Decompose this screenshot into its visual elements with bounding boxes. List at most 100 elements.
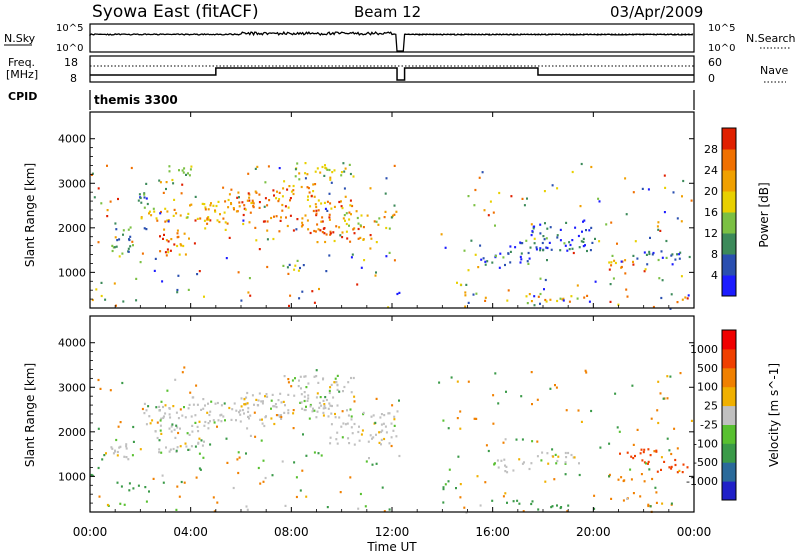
echo-cell [258, 392, 261, 395]
echo-cell [198, 270, 201, 273]
echo-cell [690, 199, 693, 202]
echo-cell [179, 214, 182, 217]
echo-cell [539, 249, 542, 252]
echo-cell [494, 372, 497, 375]
echo-cell [487, 214, 490, 217]
echo-cell [113, 246, 116, 249]
echo-cell [235, 409, 238, 412]
echo-cell [175, 449, 178, 452]
echo-cell [100, 202, 103, 205]
echo-cell [634, 240, 637, 243]
echo-cell [90, 173, 93, 176]
echo-cell [494, 255, 497, 258]
echo-cell [177, 431, 180, 435]
echo-cell [323, 403, 326, 406]
echo-cell [203, 219, 206, 222]
echo-cell [282, 264, 285, 267]
echo-cell [318, 406, 321, 409]
echo-cell [645, 462, 647, 465]
echo-cell [91, 172, 94, 175]
echo-cell [620, 260, 623, 263]
echo-cell [542, 235, 545, 238]
echo-cell [182, 171, 185, 174]
echo-cell [272, 405, 275, 408]
echo-cell [666, 375, 669, 378]
echo-cell [308, 191, 311, 194]
echo-cell [196, 425, 199, 428]
echo-cell [561, 298, 564, 301]
echo-cell [165, 187, 167, 191]
echo-cell [307, 397, 310, 400]
echo-cell [306, 219, 309, 222]
echo-cell [177, 417, 180, 420]
nave-tick-top: 60 [708, 56, 722, 69]
echo-cell [551, 505, 554, 508]
echo-cell [148, 415, 151, 418]
echo-cell [571, 247, 574, 250]
echo-cell [348, 218, 351, 221]
echo-cell [158, 405, 161, 408]
echo-cell [321, 231, 324, 234]
echo-cell [467, 195, 470, 198]
echo-cell [652, 251, 655, 255]
echo-cell [163, 228, 166, 231]
echo-cell [474, 253, 477, 256]
echo-cell [626, 497, 629, 500]
echo-cell [350, 376, 352, 380]
nsearch-label: N.Search [746, 32, 796, 45]
echo-cell [639, 452, 642, 455]
echo-cell [175, 411, 178, 414]
echo-cell [264, 181, 267, 184]
echo-cell [661, 256, 664, 259]
power-colorbar: 4 8 12 16 20 24 28 [704, 127, 737, 297]
echo-cell [348, 442, 351, 445]
echo-cell [444, 483, 447, 486]
echo-cell [581, 230, 583, 233]
echo-cell [170, 425, 173, 428]
echo-cell [343, 385, 346, 389]
echo-cell [554, 384, 556, 387]
colorbar-tick-label: 1000 [690, 343, 718, 356]
echo-cell [282, 400, 285, 403]
echo-cell [530, 371, 533, 374]
echo-cell [257, 404, 260, 407]
echo-cell [350, 391, 353, 394]
echo-cell [300, 387, 302, 390]
echo-cell [530, 502, 533, 506]
echo-cell [678, 469, 681, 472]
echo-cell [362, 411, 365, 414]
echo-cell [329, 230, 332, 233]
echo-cell [519, 255, 522, 258]
echo-cell [330, 423, 333, 426]
echo-cell [548, 241, 551, 244]
echo-cell [562, 299, 565, 302]
echo-cell [262, 459, 265, 462]
echo-cell [618, 430, 621, 433]
colorbar-tick-label: 500 [697, 362, 718, 375]
echo-cell [336, 374, 339, 377]
echo-cell [317, 452, 320, 455]
echo-cell [236, 196, 239, 199]
echo-cell [132, 440, 135, 443]
echo-cell [164, 220, 167, 223]
echo-cell [280, 417, 283, 420]
echo-cell [559, 297, 562, 300]
echo-cell [556, 459, 559, 463]
echo-cell [350, 426, 353, 429]
echo-cell [374, 421, 377, 424]
echo-cell [681, 298, 684, 301]
echo-cell [235, 210, 238, 213]
echo-cell [565, 456, 568, 459]
echo-cell [387, 306, 390, 309]
echo-cell [281, 209, 284, 212]
echo-cell [484, 296, 487, 299]
echo-cell [590, 409, 593, 413]
colorbar-swatch [722, 128, 736, 150]
echo-cell [649, 236, 651, 239]
echo-cell [625, 213, 628, 216]
echo-cell [497, 466, 500, 469]
echo-cell [114, 236, 117, 239]
echo-cell [608, 268, 611, 271]
colorbar-tick-label: 8 [711, 248, 718, 261]
echo-cell [114, 222, 117, 225]
